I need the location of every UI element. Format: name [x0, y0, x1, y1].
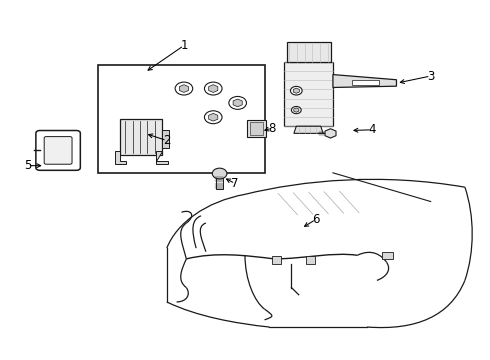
Bar [306, 256, 315, 264]
Text: 4: 4 [368, 123, 376, 136]
Circle shape [212, 168, 227, 179]
Text: 5: 5 [24, 159, 31, 172]
Bar [284, 62, 333, 126]
Bar [162, 130, 169, 148]
Text: 6: 6 [312, 213, 319, 226]
Bar [272, 256, 281, 264]
Text: 3: 3 [427, 69, 434, 82]
Bar [216, 176, 223, 189]
Circle shape [292, 107, 301, 114]
Polygon shape [156, 151, 168, 163]
Polygon shape [293, 88, 299, 93]
Polygon shape [179, 85, 189, 93]
Circle shape [291, 86, 302, 95]
Text: 8: 8 [268, 122, 275, 135]
Polygon shape [209, 85, 218, 93]
Circle shape [204, 82, 222, 95]
Text: 1: 1 [180, 39, 188, 52]
Circle shape [229, 96, 246, 109]
Circle shape [175, 82, 193, 95]
Polygon shape [233, 99, 242, 107]
Bar [98, 65, 265, 173]
Bar [250, 122, 263, 135]
Circle shape [204, 111, 222, 124]
Polygon shape [333, 75, 396, 87]
Text: 7: 7 [231, 177, 239, 190]
Bar [382, 252, 392, 259]
Polygon shape [209, 113, 218, 121]
Polygon shape [294, 108, 299, 112]
Bar [247, 120, 266, 137]
Text: 2: 2 [163, 134, 171, 147]
Polygon shape [325, 129, 336, 138]
FancyBboxPatch shape [44, 136, 72, 164]
Polygon shape [115, 151, 126, 163]
Polygon shape [294, 126, 323, 134]
Bar [121, 119, 162, 155]
Polygon shape [287, 42, 331, 62]
Bar [352, 80, 379, 85]
FancyBboxPatch shape [36, 131, 80, 170]
